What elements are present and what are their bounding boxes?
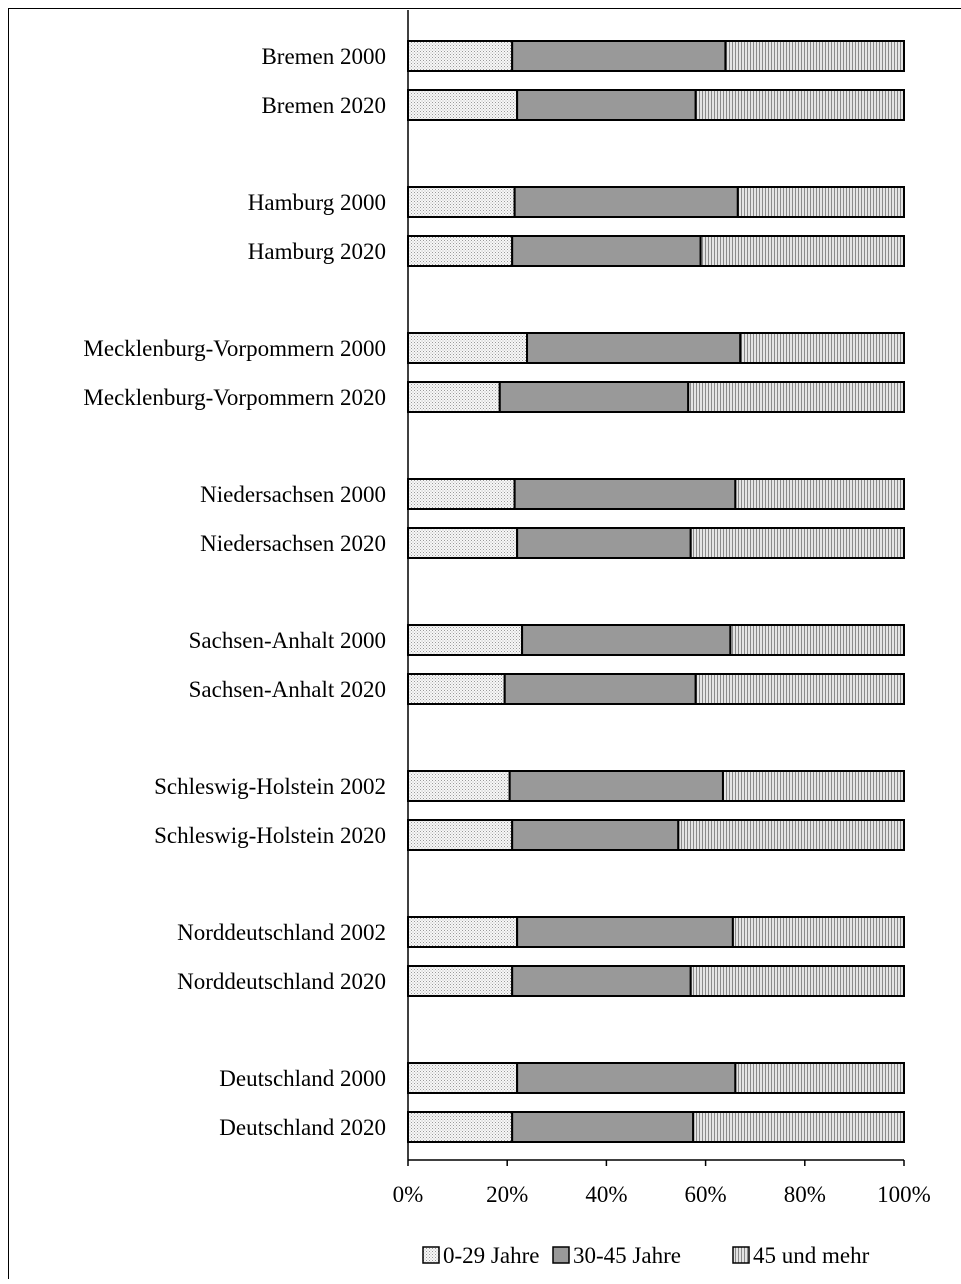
bar-segment-0-29-jahre-norddeutschland-2020	[408, 966, 512, 996]
bar-segment-30-45-jahre-hamburg-2020	[512, 236, 700, 266]
bar-segment-30-45-jahre-norddeutschland-2020	[512, 966, 691, 996]
category-label-mecklenburg-vorpommern-2020: Mecklenburg-Vorpommern 2020	[83, 385, 386, 410]
bar-segment-0-29-jahre-schleswig-holstein-2020	[408, 820, 512, 850]
x-tick-label: 60%	[685, 1182, 727, 1207]
bar-segment-45-und-mehr-niedersachsen-2000	[735, 479, 904, 509]
bar-segment-45-und-mehr-norddeutschland-2002	[733, 917, 904, 947]
bar-segment-30-45-jahre-deutschland-2000	[517, 1063, 735, 1093]
bar-segment-30-45-jahre-hamburg-2000	[515, 187, 738, 217]
category-labels: Bremen 2000 Bremen 2020 Hamburg 2000 Hambur…	[83, 44, 386, 1140]
category-label-bremen-2020: Bremen 2020	[261, 93, 386, 118]
category-label-schleswig-holstein-2002: Schleswig-Holstein 2002	[154, 774, 386, 799]
bar-segment-0-29-jahre-niedersachsen-2020	[408, 528, 517, 558]
bar-segment-45-und-mehr-deutschland-2000	[735, 1063, 904, 1093]
legend: 0-29 Jahre 30-45 Jahre 45 und mehr	[423, 1243, 870, 1268]
bar-segment-0-29-jahre-bremen-2020	[408, 90, 517, 120]
bar-segment-45-und-mehr-schleswig-holstein-2020	[678, 820, 904, 850]
category-label-hamburg-2000: Hamburg 2000	[248, 190, 386, 215]
bar-segment-0-29-jahre-deutschland-2000	[408, 1063, 517, 1093]
bar-segment-30-45-jahre-norddeutschland-2002	[517, 917, 733, 947]
legend-label-30-45-jahre: 30-45 Jahre	[573, 1243, 681, 1268]
legend-swatch-45-und-mehr	[733, 1247, 749, 1263]
bar-segment-0-29-jahre-schleswig-holstein-2002	[408, 771, 510, 801]
bar-segment-30-45-jahre-bremen-2020	[517, 90, 696, 120]
bar-segment-0-29-jahre-hamburg-2000	[408, 187, 515, 217]
bar-segment-45-und-mehr-sachsen-anhalt-2020	[696, 674, 904, 704]
bar-segment-45-und-mehr-hamburg-2020	[701, 236, 904, 266]
legend-label-45-und-mehr: 45 und mehr	[753, 1243, 870, 1268]
bar-segment-30-45-jahre-niedersachsen-2000	[515, 479, 736, 509]
bar-segment-0-29-jahre-hamburg-2020	[408, 236, 512, 266]
bar-segment-45-und-mehr-hamburg-2000	[738, 187, 904, 217]
bar-segment-30-45-jahre-sachsen-anhalt-2000	[522, 625, 730, 655]
bar-segment-30-45-jahre-schleswig-holstein-2002	[510, 771, 723, 801]
bar-segment-0-29-jahre-bremen-2000	[408, 41, 512, 71]
x-tick-label: 40%	[585, 1182, 627, 1207]
category-label-norddeutschland-2020: Norddeutschland 2020	[177, 969, 386, 994]
category-label-sachsen-anhalt-2020: Sachsen-Anhalt 2020	[189, 677, 386, 702]
category-label-schleswig-holstein-2020: Schleswig-Holstein 2020	[154, 823, 386, 848]
bar-segment-45-und-mehr-niedersachsen-2020	[691, 528, 904, 558]
bar-segment-30-45-jahre-deutschland-2020	[512, 1112, 693, 1142]
category-label-bremen-2000: Bremen 2000	[261, 44, 386, 69]
bar-segment-0-29-jahre-mecklenburg-vorpommern-2000	[408, 333, 527, 363]
bar-segment-30-45-jahre-mecklenburg-vorpommern-2000	[527, 333, 740, 363]
legend-label-0-29-jahre: 0-29 Jahre	[443, 1243, 539, 1268]
x-tick-label: 80%	[784, 1182, 826, 1207]
bar-segment-0-29-jahre-norddeutschland-2002	[408, 917, 517, 947]
bar-segment-0-29-jahre-niedersachsen-2000	[408, 479, 515, 509]
category-label-norddeutschland-2002: Norddeutschland 2002	[177, 920, 386, 945]
bar-segment-30-45-jahre-bremen-2000	[512, 41, 725, 71]
bar-segment-45-und-mehr-deutschland-2020	[693, 1112, 904, 1142]
category-label-niedersachsen-2000: Niedersachsen 2000	[200, 482, 386, 507]
category-label-sachsen-anhalt-2000: Sachsen-Anhalt 2000	[189, 628, 386, 653]
bar-segment-45-und-mehr-sachsen-anhalt-2000	[730, 625, 904, 655]
bar-segment-0-29-jahre-deutschland-2020	[408, 1112, 512, 1142]
bar-segment-30-45-jahre-niedersachsen-2020	[517, 528, 691, 558]
category-label-deutschland-2000: Deutschland 2000	[219, 1066, 386, 1091]
bar-segment-45-und-mehr-schleswig-holstein-2002	[723, 771, 904, 801]
bar-segment-45-und-mehr-mecklenburg-vorpommern-2020	[688, 382, 904, 412]
x-tick-label: 100%	[877, 1182, 931, 1207]
bar-segment-45-und-mehr-mecklenburg-vorpommern-2000	[740, 333, 904, 363]
bar-segment-30-45-jahre-sachsen-anhalt-2020	[505, 674, 696, 704]
x-tick-label: 20%	[486, 1182, 528, 1207]
bar-segment-45-und-mehr-bremen-2020	[696, 90, 904, 120]
category-label-niedersachsen-2020: Niedersachsen 2020	[200, 531, 386, 556]
x-tick-label: 0%	[393, 1182, 424, 1207]
category-label-hamburg-2020: Hamburg 2020	[248, 239, 386, 264]
bar-segment-0-29-jahre-sachsen-anhalt-2000	[408, 625, 522, 655]
bars-layer	[408, 41, 904, 1142]
bar-segment-30-45-jahre-schleswig-holstein-2020	[512, 820, 678, 850]
legend-swatch-0-29-jahre	[423, 1247, 439, 1263]
category-label-mecklenburg-vorpommern-2000: Mecklenburg-Vorpommern 2000	[83, 336, 386, 361]
legend-swatch-30-45-jahre	[553, 1247, 569, 1263]
category-label-deutschland-2020: Deutschland 2020	[219, 1115, 386, 1140]
bar-segment-45-und-mehr-bremen-2000	[725, 41, 904, 71]
bar-segment-30-45-jahre-mecklenburg-vorpommern-2020	[500, 382, 688, 412]
bar-segment-45-und-mehr-norddeutschland-2020	[691, 966, 904, 996]
bar-segment-0-29-jahre-mecklenburg-vorpommern-2020	[408, 382, 500, 412]
bar-segment-0-29-jahre-sachsen-anhalt-2020	[408, 674, 505, 704]
